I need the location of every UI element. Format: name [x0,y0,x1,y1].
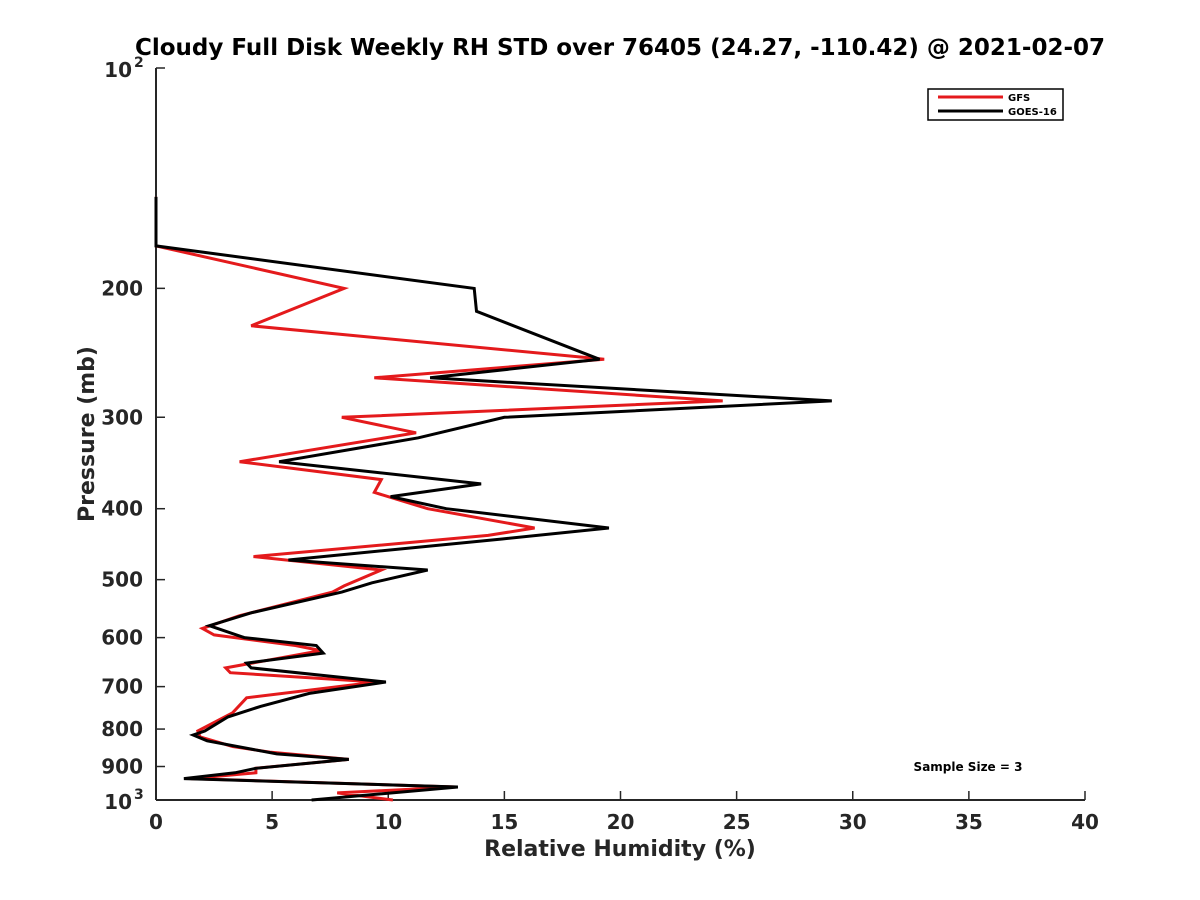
y-axis-label: Pressure (mb) [75,346,100,522]
x-tick-label: 30 [839,810,867,834]
y-tick-label-exponent: 2 [134,55,144,71]
sample-size-annotation: Sample Size = 3 [914,760,1023,774]
series-line-goes-16 [154,196,832,802]
x-tick-label: 0 [149,810,163,834]
y-tick-label: 500 [101,568,143,592]
x-tick-label: 5 [265,810,279,834]
x-tick-label: 40 [1071,810,1099,834]
x-tick-label: 25 [723,810,751,834]
legend-label-goes-16: GOES-16 [1008,107,1057,118]
series-lines [154,196,832,802]
x-ticks: 0 5 10 15 20 25 30 35 40 [149,791,1099,834]
legend-label-gfs: GFS [1008,93,1030,104]
y-tick-label: 400 [101,497,143,521]
y-tick-label-base: 10 [104,790,132,814]
y-tick-label: 800 [101,717,143,741]
y-tick-label: 10 2 [104,55,144,82]
x-tick-label: 10 [374,810,402,834]
x-axis-label: Relative Humidity (%) [484,837,756,862]
x-tick-label: 35 [955,810,983,834]
y-tick-label: 300 [101,405,143,429]
y-tick-label-base: 10 [104,58,132,82]
y-tick-label: 10 3 [104,787,144,814]
x-tick-label: 20 [607,810,635,834]
y-tick-label-exponent: 3 [134,787,144,803]
chart-title: Cloudy Full Disk Weekly RH STD over 7640… [135,35,1105,61]
x-tick-label: 15 [490,810,518,834]
legend-box [927,88,1064,121]
y-tick-label: 200 [101,276,143,300]
plot-area: 0 5 10 15 20 25 30 35 40 10 220030040050060070080… [101,55,1099,834]
legend: GFS GOES-16 [927,88,1064,121]
y-tick-label: 600 [101,626,143,650]
y-tick-label: 900 [101,755,143,779]
y-tick-label: 700 [101,675,143,699]
